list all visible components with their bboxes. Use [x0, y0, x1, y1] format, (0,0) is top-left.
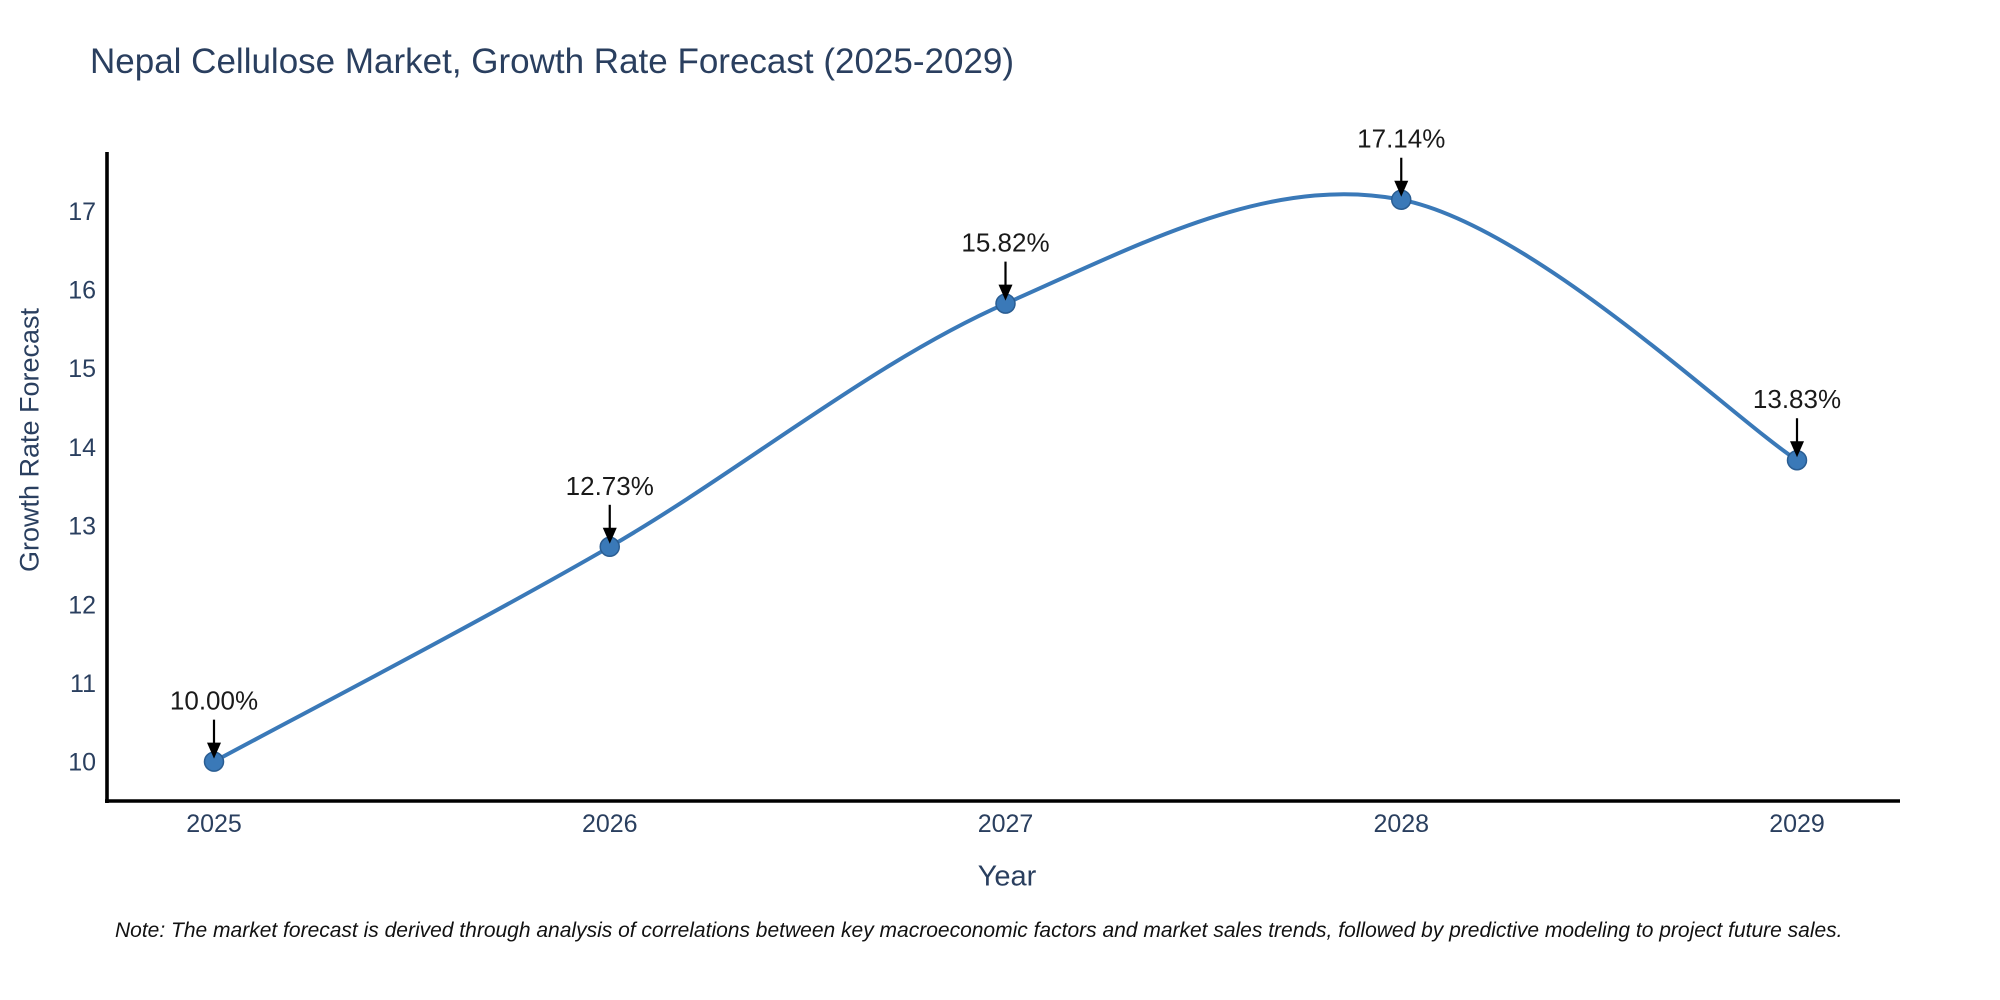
- x-tick-label: 2028: [1373, 810, 1429, 838]
- annotation-arrowhead-icon: [602, 527, 617, 544]
- y-tick-label: 13: [68, 513, 96, 541]
- y-tick-label: 17: [68, 198, 96, 226]
- footnote: Note: The market forecast is derived thr…: [115, 919, 1843, 942]
- chart-title: Nepal Cellulose Market, Growth Rate Fore…: [90, 42, 1015, 81]
- y-tick-label: 10: [68, 749, 96, 777]
- y-tick-label: 11: [70, 670, 96, 698]
- annotation-arrowhead-icon: [207, 742, 221, 759]
- data-point-label: 13.83%: [1753, 384, 1841, 414]
- x-tick-label: 2025: [186, 810, 242, 838]
- data-point-label: 15.82%: [961, 228, 1049, 258]
- y-tick-label: 15: [68, 355, 96, 383]
- annotation-arrowhead-icon: [998, 284, 1013, 301]
- y-tick-label: 12: [68, 591, 96, 619]
- x-tick-label: 2029: [1769, 810, 1825, 838]
- annotation-arrowhead-icon: [1394, 180, 1409, 197]
- x-axis-title: Year: [977, 860, 1037, 893]
- annotation-arrowhead-icon: [1790, 441, 1804, 458]
- y-axis-title: Growth Rate Forecast: [14, 307, 45, 573]
- data-point-label: 10.00%: [170, 686, 258, 716]
- data-point-label: 17.14%: [1357, 124, 1445, 154]
- y-tick-label: 16: [68, 276, 96, 304]
- x-tick-label: 2027: [978, 810, 1034, 838]
- y-tick-label: 14: [68, 434, 96, 462]
- x-tick-label: 2026: [582, 810, 638, 838]
- data-point-label: 12.73%: [566, 471, 654, 501]
